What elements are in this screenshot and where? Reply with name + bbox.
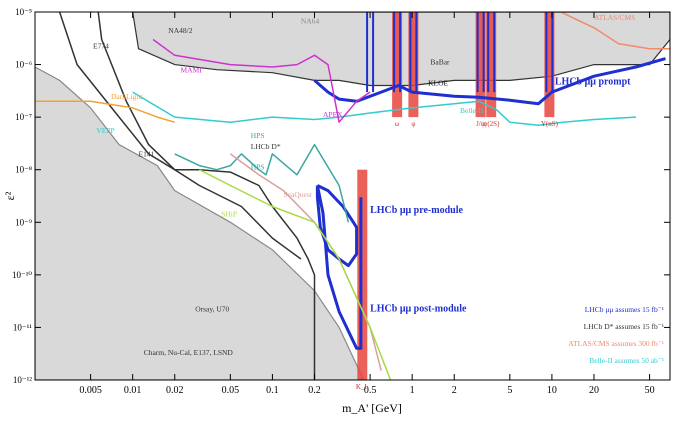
series-e141-e774 [97, 12, 302, 260]
x-tick-label: 50 [645, 385, 655, 396]
resonance-band-j [475, 12, 486, 118]
x-tick-label: 5 [507, 385, 512, 396]
resonance-band- [392, 12, 403, 118]
y-axis-label: ε² [3, 191, 17, 200]
axes: 0.005 0.01 0.02 0.05 0.1 0.2 0.5 1 2 5 10 20 50 10⁻⁵ 1… [12, 7, 670, 396]
legend-note-atlas-cms-assumes-300-fb: ATLAS/CMS assumes 300 fb⁻¹ [568, 339, 664, 348]
label-na48-2: NA48/2 [168, 26, 192, 35]
x-tick-label: 1 [410, 385, 415, 396]
resonance-label-: ω [395, 120, 400, 128]
y-tick-label: 10⁻¹⁰ [12, 270, 32, 280]
legend-note-belle-ii-assumes-50-ab: Belle-II assumes 50 ab⁻¹ [589, 356, 664, 365]
y-tick-label: 10⁻¹¹ [13, 322, 32, 332]
x-tick-label: 0.1 [266, 385, 279, 396]
label-mami: MAMI [181, 66, 203, 75]
label-lhcb-pre-module: LHCb μμ pre-module [370, 205, 463, 216]
resonance-band-2s [486, 12, 497, 118]
region-charm-nu-cal-e137-lsnd [35, 66, 365, 380]
resonance-label-k-l: K_L [356, 383, 369, 391]
prompt-resonance-veto [476, 12, 485, 93]
resonance-band-ns [544, 12, 555, 118]
prompt-resonance-veto [545, 12, 554, 93]
label-darklight: DarkLight [111, 92, 143, 101]
x-tick-label: 2 [452, 385, 457, 396]
resonance-label-: φ [411, 120, 415, 128]
label-lhcb-prompt: LHCb μμ prompt [555, 76, 631, 87]
series-atlas-cms [558, 12, 670, 50]
label-lhcb-post-module: LHCb μμ post-module [370, 304, 467, 315]
x-tick-label: 20 [589, 385, 599, 396]
prompt-resonance-veto [409, 12, 418, 93]
x-tick-label: 10 [547, 385, 557, 396]
prompt-resonance-veto [487, 12, 496, 93]
y-tick-label: 10⁻¹² [13, 375, 32, 385]
series-ship [199, 169, 392, 380]
label-hps: HPS [251, 163, 265, 172]
y-tick-label: 10⁻⁸ [15, 165, 32, 175]
legend-note-lhcb-assumes-15-fb: LHCb μμ assumes 15 fb⁻¹ [585, 305, 664, 314]
x-tick-label: 0.2 [308, 385, 321, 396]
resonance-label-ns: Υ(nS) [541, 120, 559, 128]
label-lhcb-d: LHCb D* [251, 142, 281, 151]
series-lhcb-post-module [315, 185, 363, 350]
annotations: K_L ω φ J/ψψ(2S) Υ(nS) E774 NA48/2 KLOE BaBar Dar… [93, 13, 635, 391]
legend-notes: LHCb μμ assumes 15 fb⁻¹ LHCb D* assumes 1… [568, 305, 664, 365]
legend-note-lhcb-d-assumes-15-fb: LHCb D* assumes 15 fb⁻¹ [584, 322, 664, 331]
x-tick-label: 0.05 [222, 385, 240, 396]
x-axis-label: m_A' [GeV] [342, 401, 402, 415]
y-tick-label: 10⁻⁶ [15, 60, 32, 70]
label-charm-nu-cal-e137-lsnd: Charm, Nu-Cal, E137, LSND [144, 348, 234, 357]
series-lhcb-d [58, 12, 316, 380]
x-tick-label: 0.02 [166, 385, 184, 396]
label-orsay-u70: Orsay, U70 [195, 305, 229, 314]
series-hps [174, 143, 350, 223]
label-hps: HPS [251, 131, 265, 140]
plot-frame [34, 11, 671, 381]
label-e141: E141 [139, 149, 155, 158]
x-tick-label: 0.5 [364, 385, 377, 396]
label-kloe: KLOE [428, 79, 448, 88]
y-tick-label: 10⁻⁹ [15, 217, 32, 227]
label-seaquest: SeaQuest [284, 190, 313, 199]
plot-area [35, 12, 670, 380]
label-apex: APEX [323, 110, 343, 119]
label-na64: NA64 [301, 17, 320, 26]
label-ship: SHiP [221, 209, 237, 218]
label-e774: E774 [93, 42, 109, 51]
y-tick-label: 10⁻⁵ [15, 7, 32, 17]
label-vepp: VEPP [96, 126, 114, 135]
label-atlas-cms: ATLAS/CMS [594, 13, 635, 22]
prompt-resonance-veto [366, 12, 375, 93]
y-tick-label: 10⁻⁷ [15, 112, 32, 122]
x-tick-label: 0.01 [124, 385, 142, 396]
series-darklight [35, 100, 175, 123]
resonance-band- [408, 12, 419, 118]
x-tick-label: 0.005 [79, 385, 102, 396]
series-lhcb-pre-module [315, 184, 359, 268]
resonance-label-j: J/ψ [476, 120, 486, 128]
series-mami-apex-na48-2 [152, 38, 371, 123]
resonance-label-2s: ψ(2S) [483, 120, 500, 128]
label-belle-ii: Belle-II [460, 106, 484, 115]
series-lhcb-prompt [313, 57, 666, 106]
series-belle-ii [132, 91, 637, 127]
label-babar: BaBar [430, 58, 450, 67]
prompt-resonance-veto [393, 12, 402, 93]
